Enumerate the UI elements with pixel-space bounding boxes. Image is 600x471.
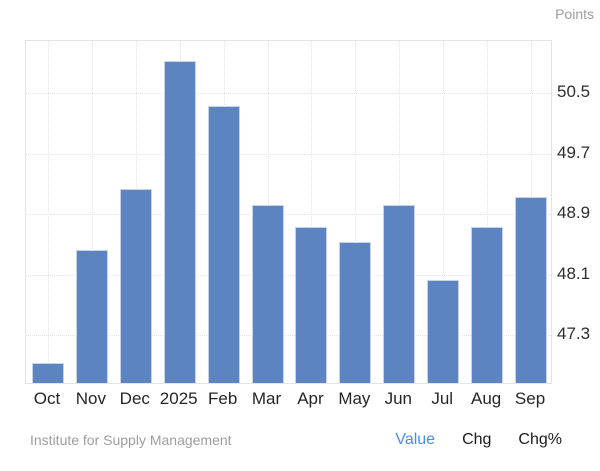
gridline-vertical [487, 41, 489, 383]
bar-jul[interactable] [427, 280, 460, 383]
gridline-vertical [47, 41, 49, 383]
footer-link-chg[interactable]: Chg [462, 431, 492, 448]
footer-link-value[interactable]: Value [395, 431, 436, 448]
gridline-horizontal [26, 214, 551, 216]
x-axis-tick-label: Oct [33, 389, 61, 408]
gridline-horizontal [26, 274, 551, 276]
y-axis-units-label: Points [555, 6, 594, 22]
x-axis-tick-label: Jun [384, 389, 412, 408]
x-axis-tick-label: Mar [251, 389, 282, 408]
footer-link-chg[interactable]: Chg% [518, 431, 562, 448]
gridline-vertical [355, 41, 357, 383]
bar-jun[interactable] [383, 204, 416, 383]
x-axis-tick-label: Feb [207, 389, 238, 408]
footer: Institute for Supply Management Value Chg… [0, 429, 600, 451]
y-axis-tick-label: 48.9 [557, 203, 591, 223]
gridline-horizontal [26, 335, 551, 337]
footer-links: Value Chg Chg% [395, 431, 562, 449]
gridline-vertical [311, 41, 313, 383]
x-axis-tick-label: Apr [297, 389, 324, 408]
bar-sep[interactable] [515, 197, 548, 383]
gridline-horizontal [26, 153, 551, 155]
source-attribution: Institute for Supply Management [30, 432, 232, 448]
plot-area [25, 40, 552, 384]
y-axis-tick-label: 48.1 [557, 263, 591, 283]
gridline-horizontal [26, 93, 551, 95]
bar-2025[interactable] [163, 60, 196, 383]
x-axis-tick-label: Nov [75, 389, 106, 408]
x-axis-tick-label: May [338, 389, 371, 408]
x-axis-tick-label: Jul [431, 389, 454, 408]
bar-nov[interactable] [75, 249, 108, 383]
x-axis-tick-label: 2025 [159, 389, 198, 408]
bar-aug[interactable] [471, 227, 504, 383]
y-axis-tick-label: 49.7 [557, 142, 591, 162]
bar-dec[interactable] [119, 189, 152, 383]
bar-oct[interactable] [31, 363, 64, 383]
x-axis-tick-label: Dec [119, 389, 150, 408]
gridline-vertical [91, 41, 93, 383]
x-axis-tick-label: Aug [471, 389, 502, 408]
x-axis-tick-label: Sep [514, 389, 546, 408]
bar-feb[interactable] [207, 106, 240, 383]
gridline-vertical [443, 41, 445, 383]
y-axis-tick-label: 50.5 [557, 82, 591, 102]
bar-mar[interactable] [251, 204, 284, 383]
bar-may[interactable] [339, 242, 372, 383]
bar-apr[interactable] [295, 227, 328, 383]
y-axis-tick-label: 47.3 [557, 324, 591, 344]
